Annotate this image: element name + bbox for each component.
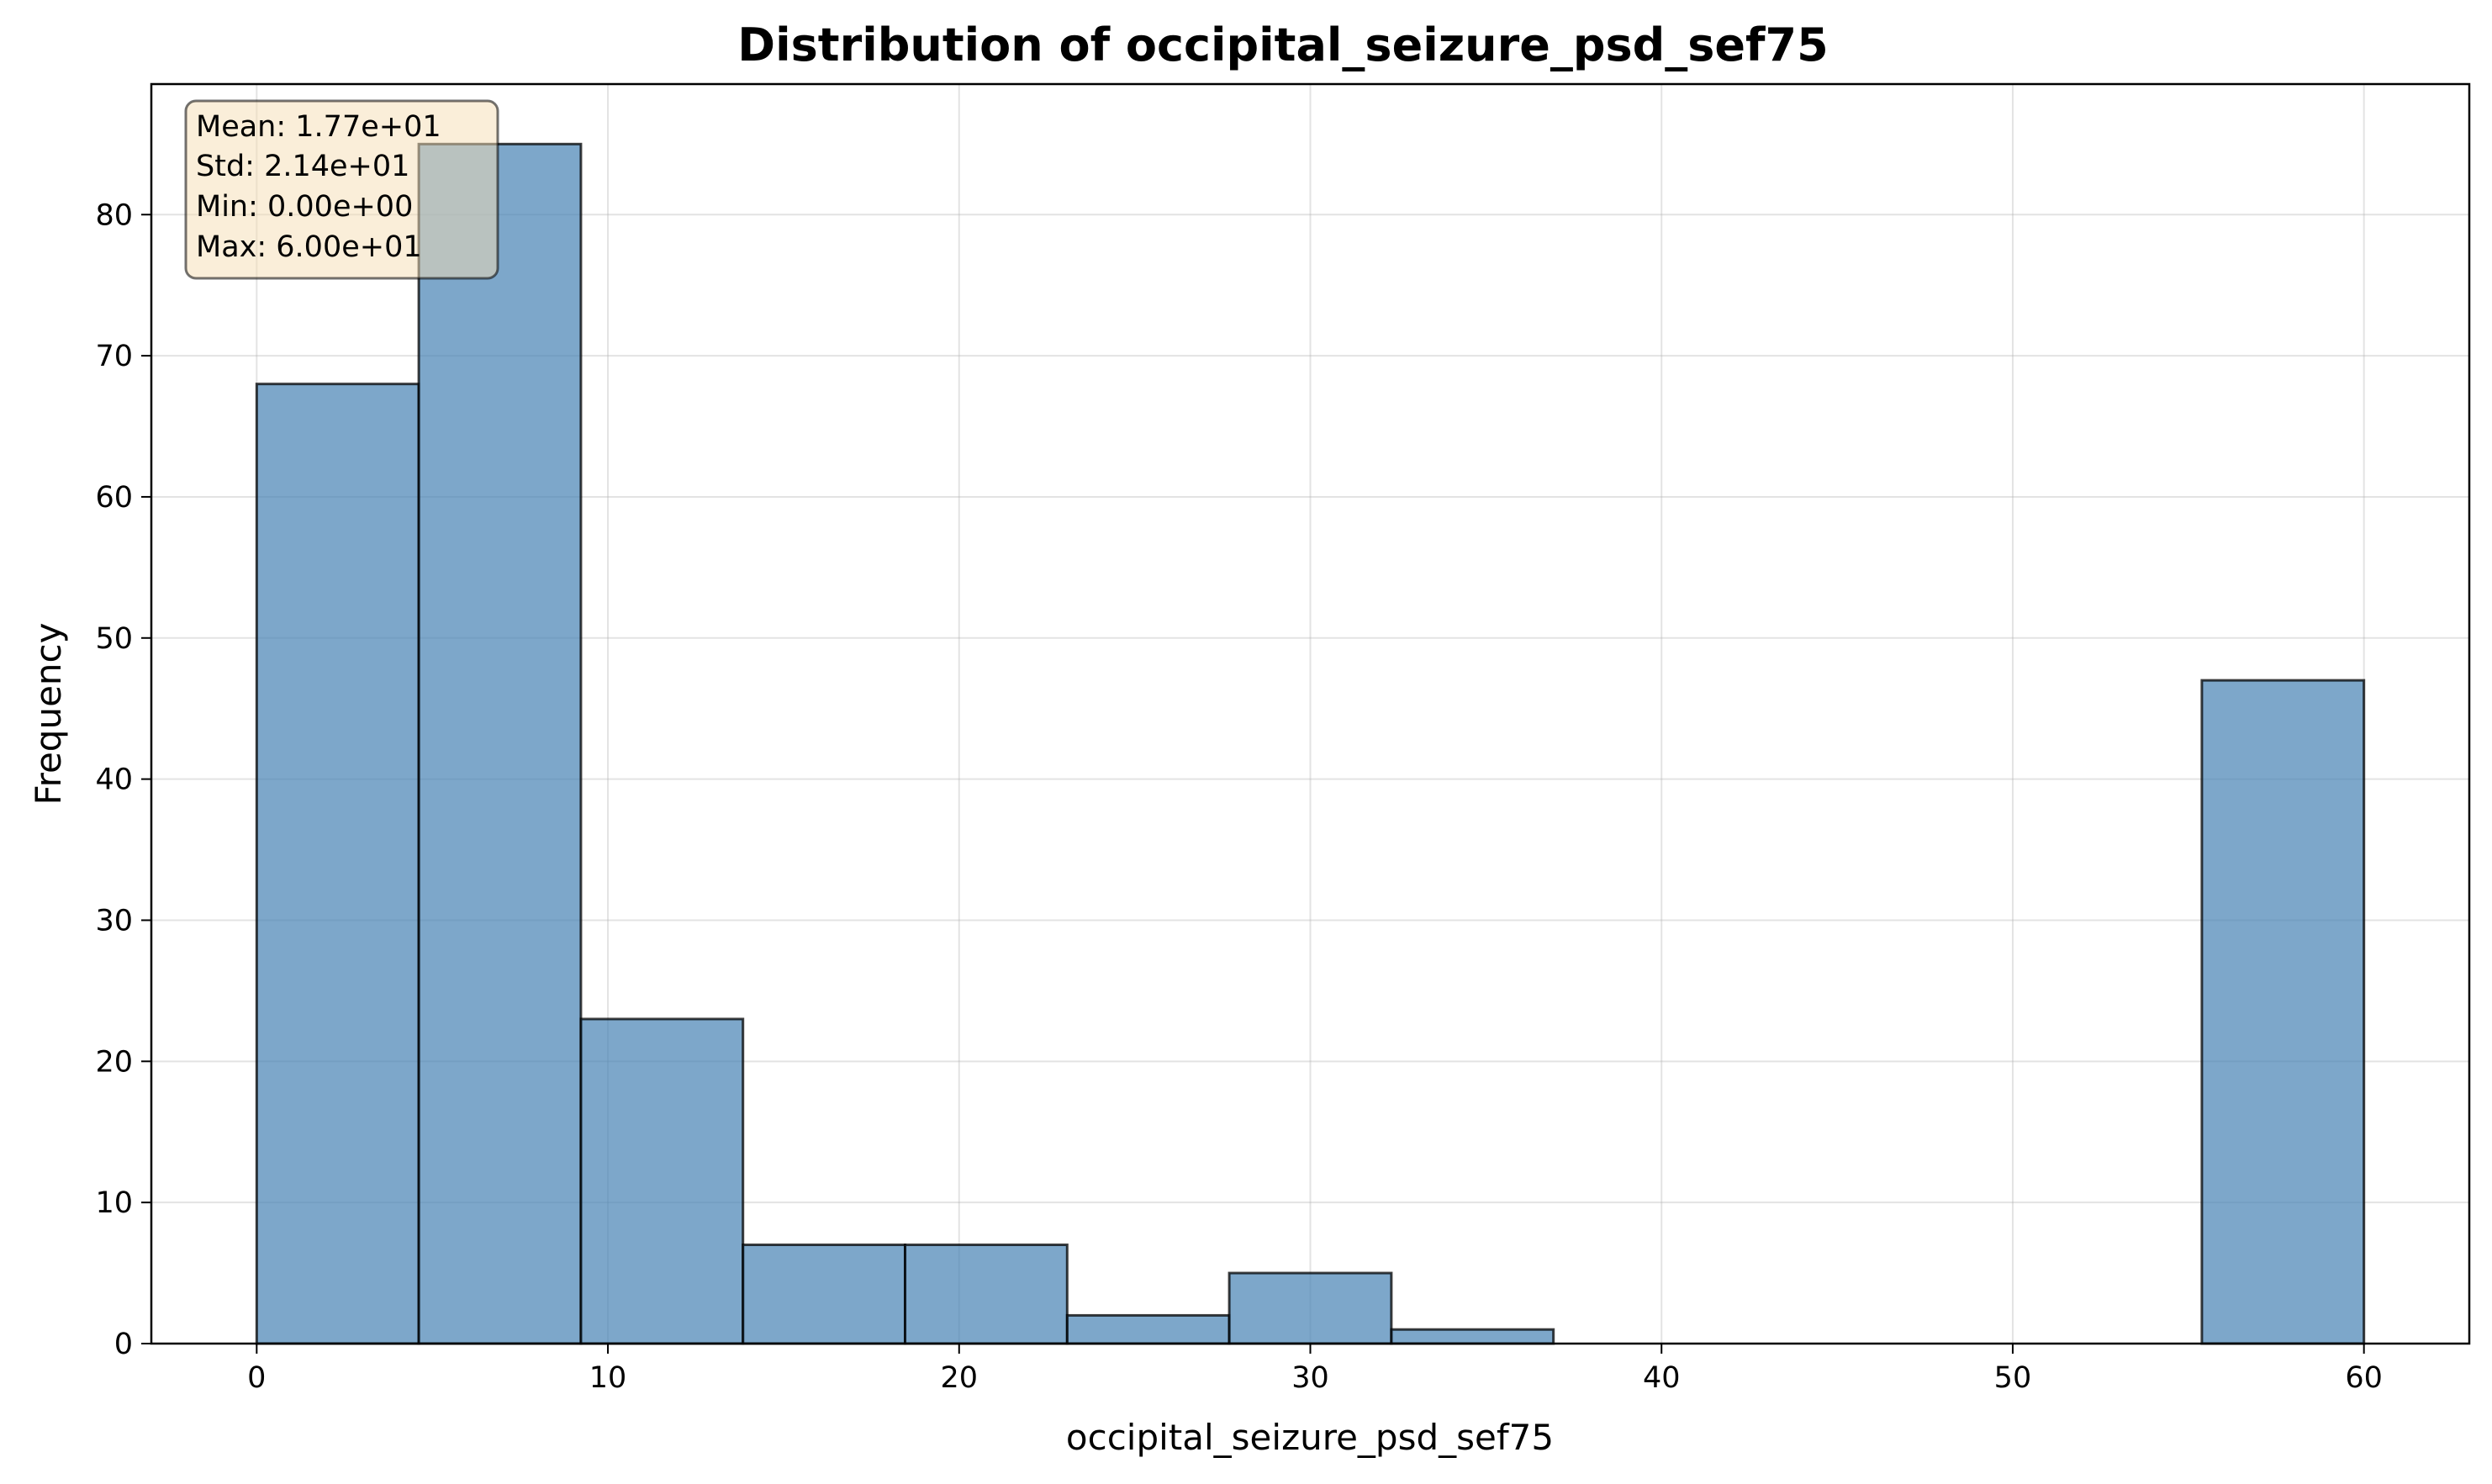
y-tick-label-1: 10 bbox=[95, 1186, 133, 1220]
x-tick-label-0: 0 bbox=[247, 1361, 266, 1395]
y-tick-label-4: 40 bbox=[95, 763, 133, 797]
y-tick-label-3: 30 bbox=[95, 904, 133, 937]
x-tick-label-3: 30 bbox=[1291, 1361, 1329, 1395]
y-tick-label-5: 50 bbox=[95, 622, 133, 656]
x-tick-label-2: 20 bbox=[940, 1361, 978, 1395]
y-tick-label-6: 60 bbox=[95, 481, 133, 515]
y-tick-label-2: 20 bbox=[95, 1045, 133, 1079]
histogram-bar-12 bbox=[2200, 679, 2366, 1345]
bars-layer bbox=[255, 142, 2366, 1345]
stats-std: Std: 2.14e+01 bbox=[196, 150, 409, 183]
histogram-bar-3 bbox=[742, 1244, 907, 1345]
x-tick-label-6: 60 bbox=[2345, 1361, 2383, 1395]
stats-box: Mean: 1.77e+01 Std: 2.14e+01 Min: 0.00e+… bbox=[184, 99, 499, 280]
x-axis-label: occipital_seizure_psd_sef75 bbox=[1066, 1417, 1554, 1458]
x-axis-ticks: 0 10 20 30 40 50 60 bbox=[247, 1344, 2383, 1395]
chart-title: Distribution of occipital_seizure_psd_se… bbox=[737, 18, 1828, 71]
histogram-bar-5 bbox=[1065, 1313, 1231, 1345]
y-axis-ticks: 0 10 20 30 40 50 60 70 80 bbox=[95, 198, 151, 1361]
histogram-bar-4 bbox=[904, 1244, 1069, 1345]
stats-mean: Mean: 1.77e+01 bbox=[196, 110, 441, 144]
histogram-bar-0 bbox=[255, 383, 420, 1345]
histogram-bar-6 bbox=[1228, 1271, 1393, 1345]
stats-min: Min: 0.00e+00 bbox=[196, 190, 413, 224]
x-tick-label-1: 10 bbox=[589, 1361, 627, 1395]
x-tick-label-4: 40 bbox=[1643, 1361, 1681, 1395]
histogram-bar-1 bbox=[417, 142, 583, 1345]
y-tick-label-7: 70 bbox=[95, 340, 133, 373]
y-tick-label-0: 0 bbox=[114, 1328, 133, 1361]
y-tick-label-8: 80 bbox=[95, 198, 133, 232]
stats-box-background bbox=[184, 99, 499, 280]
histogram-bar-7 bbox=[1390, 1328, 1555, 1345]
x-tick-label-5: 50 bbox=[1994, 1361, 2032, 1395]
stats-max: Max: 6.00e+01 bbox=[196, 230, 422, 264]
y-axis-label: Frequency bbox=[28, 623, 69, 805]
histogram-bar-2 bbox=[579, 1017, 745, 1345]
